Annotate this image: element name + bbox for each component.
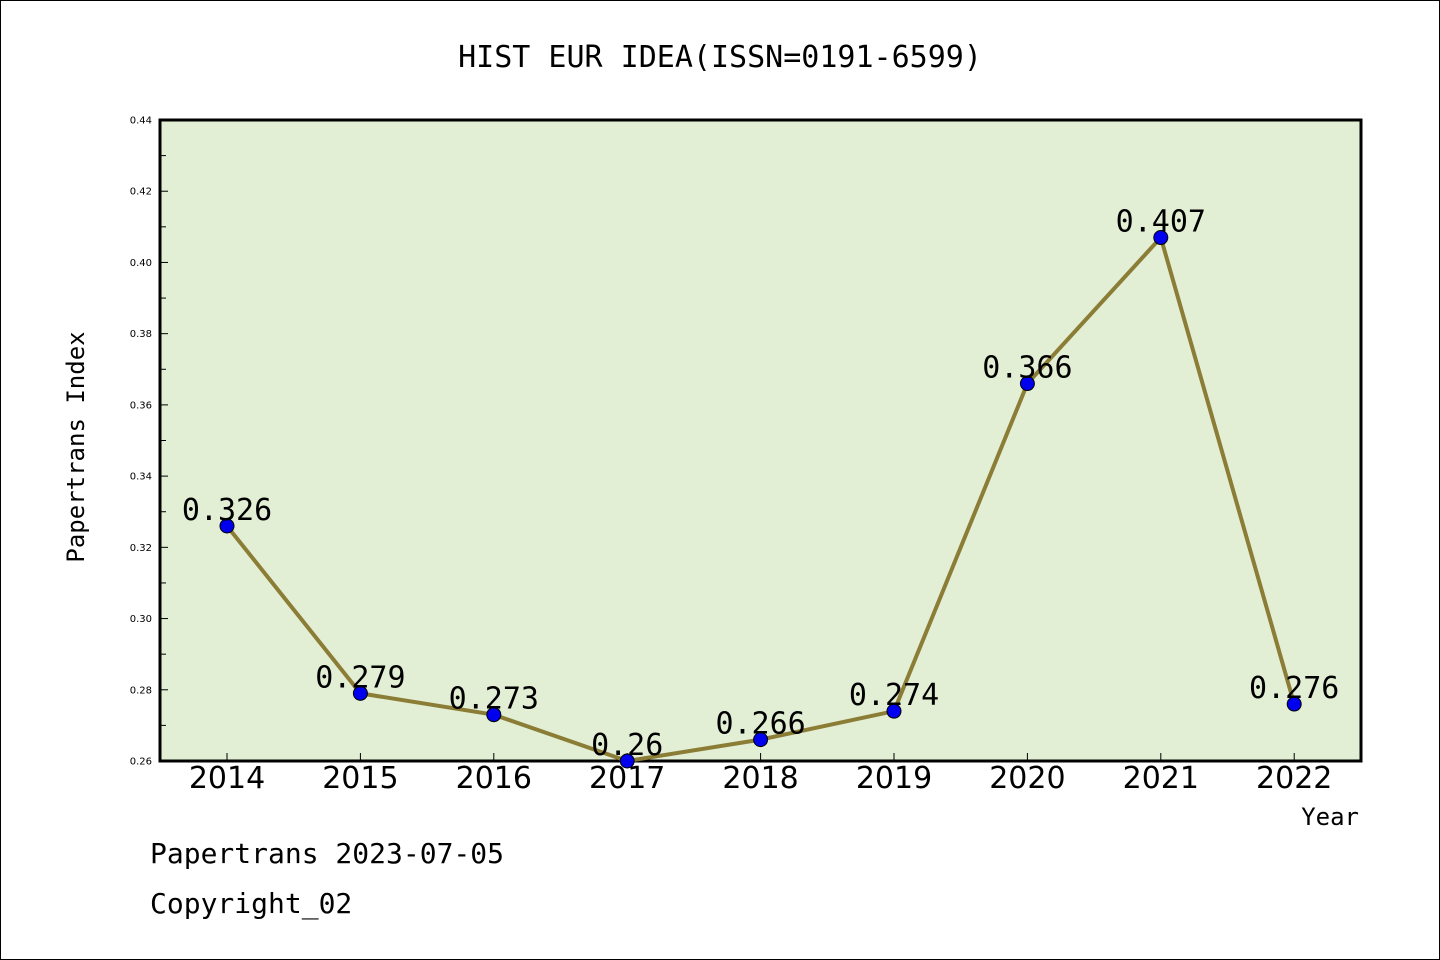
- data-point-marker: [619, 753, 635, 769]
- plot-area: [158, 118, 1363, 763]
- data-label: 0.279: [315, 660, 405, 695]
- data-label: 0.273: [449, 682, 539, 717]
- x-axis: 2014 2015 2016 2017 2018 2019 2020 2021 2022: [189, 753, 1332, 796]
- y-tick-label: 0.38: [130, 329, 152, 340]
- data-point-marker: [486, 707, 502, 723]
- y-tick-label: 0.30: [130, 614, 152, 625]
- y-tick-label: 0.36: [130, 400, 152, 411]
- data-label: 0.274: [849, 678, 939, 713]
- series-group: 0.326 0.279 0.273 0.26 0.266 0.274 0.366 0.407 0…: [182, 205, 1339, 769]
- y-tick-label: 0.32: [130, 543, 152, 554]
- data-point-marker: [753, 732, 769, 748]
- y-tick-label: 0.42: [130, 187, 152, 198]
- x-tick-label: 2015: [322, 761, 398, 796]
- data-label: 0.276: [1249, 671, 1339, 706]
- data-point-marker: [1019, 376, 1035, 392]
- data-point-marker: [886, 703, 902, 719]
- x-tick-label: 2020: [989, 761, 1065, 796]
- data-label: 0.26: [591, 728, 663, 763]
- data-label: 0.366: [982, 351, 1072, 386]
- data-point-marker: [1153, 230, 1169, 246]
- chart-title: HIST EUR IDEA(ISSN=0191-6599): [458, 40, 982, 75]
- footer-copyright: Copyright_02: [150, 887, 352, 921]
- y-axis: 0.26 0.28 0.30 0.32 0.34 0.36 0.38 0.40 0.42 0.44: [130, 116, 168, 768]
- x-tick-label: 2016: [456, 761, 532, 796]
- x-tick-label: 2014: [189, 761, 265, 796]
- y-tick-label: 0.44: [130, 116, 152, 127]
- data-point-marker: [219, 518, 235, 534]
- x-tick-label: 2022: [1256, 761, 1332, 796]
- y-tick-label: 0.34: [130, 472, 152, 483]
- data-point-marker: [1286, 696, 1302, 712]
- data-point-marker: [352, 685, 368, 701]
- y-axis-title: Papertrans Index: [62, 331, 90, 562]
- data-label: 0.326: [182, 493, 272, 528]
- x-axis-title: Year: [1301, 803, 1359, 831]
- x-tick-label: 2021: [1123, 761, 1199, 796]
- data-label: 0.266: [715, 707, 805, 742]
- y-tick-label: 0.40: [130, 258, 152, 269]
- footer-date: Papertrans 2023-07-05: [150, 837, 504, 870]
- y-tick-label: 0.26: [130, 757, 152, 768]
- y-tick-label: 0.28: [130, 685, 152, 696]
- x-tick-label: 2018: [722, 761, 798, 796]
- x-tick-label: 2019: [856, 761, 932, 796]
- data-label: 0.407: [1116, 205, 1206, 240]
